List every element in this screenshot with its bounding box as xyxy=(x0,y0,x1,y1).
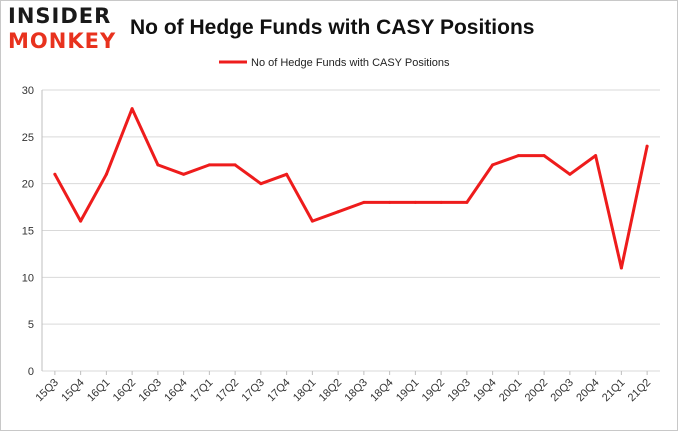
x-tick-label: 21Q1 xyxy=(600,377,628,405)
chart-title: No of Hedge Funds with CASY Positions xyxy=(130,16,535,39)
series-line xyxy=(53,107,649,270)
data-point xyxy=(156,163,160,167)
data-point xyxy=(285,172,289,176)
x-tick-label: 19Q2 xyxy=(420,377,448,405)
x-tick-label: 16Q4 xyxy=(162,377,190,405)
y-tick-label: 20 xyxy=(22,179,34,191)
data-point xyxy=(645,144,649,148)
data-point xyxy=(336,210,340,214)
x-tick-label: 19Q3 xyxy=(445,377,473,405)
x-tick-label: 15Q4 xyxy=(59,377,87,405)
data-point xyxy=(259,182,263,186)
x-tick-label: 18Q1 xyxy=(291,377,319,405)
x-tick-label: 20Q3 xyxy=(548,377,576,405)
legend: No of Hedge Funds with CASY Positions xyxy=(219,57,450,69)
x-tick-label: 15Q3 xyxy=(33,377,61,405)
x-tick-label: 17Q2 xyxy=(214,377,242,405)
x-tick-label: 16Q3 xyxy=(136,377,164,405)
x-tick-label: 17Q3 xyxy=(239,377,267,405)
legend-label: No of Hedge Funds with CASY Positions xyxy=(251,57,450,69)
data-point xyxy=(465,200,469,204)
y-tick-label: 15 xyxy=(22,226,34,238)
data-point xyxy=(79,219,83,223)
data-point xyxy=(362,200,366,204)
data-point xyxy=(388,200,392,204)
logo-line-1: INSIDER xyxy=(8,4,112,28)
x-tick-label: 19Q1 xyxy=(394,377,422,405)
insider-monkey-logo: INSIDER MONKEY xyxy=(8,6,116,52)
y-tick-label: 0 xyxy=(28,366,34,378)
x-tick-label: 18Q3 xyxy=(342,377,370,405)
series-layer xyxy=(53,107,649,270)
x-tick-label: 20Q4 xyxy=(574,377,602,405)
x-tick-label: 16Q1 xyxy=(85,377,113,405)
x-tick-label: 16Q2 xyxy=(111,377,139,405)
x-tick-label: 18Q4 xyxy=(368,377,396,405)
data-point xyxy=(542,154,546,158)
x-tick-label: 21Q2 xyxy=(626,377,654,405)
data-point xyxy=(568,172,572,176)
data-point xyxy=(182,172,186,176)
x-tick-label: 20Q2 xyxy=(523,377,551,405)
data-point xyxy=(130,107,134,111)
data-point xyxy=(104,172,108,176)
data-point xyxy=(53,172,57,176)
data-point xyxy=(233,163,237,167)
data-point xyxy=(310,219,314,223)
x-axis-ticks: 15Q315Q416Q116Q216Q316Q417Q117Q217Q317Q4… xyxy=(33,371,653,404)
y-tick-label: 5 xyxy=(28,319,34,331)
x-tick-label: 20Q1 xyxy=(497,377,525,405)
x-tick-label: 17Q1 xyxy=(188,377,216,405)
grid-lines xyxy=(41,89,660,372)
y-tick-label: 10 xyxy=(22,272,34,284)
data-point xyxy=(413,200,417,204)
data-point xyxy=(491,163,495,167)
logo-line-2: MONKEY xyxy=(8,29,117,53)
x-tick-label: 17Q4 xyxy=(265,377,293,405)
data-point xyxy=(594,154,598,158)
data-point xyxy=(207,163,211,167)
data-point xyxy=(619,266,623,270)
x-tick-label: 19Q4 xyxy=(471,377,499,405)
y-tick-label: 25 xyxy=(22,132,34,144)
y-tick-label: 30 xyxy=(22,85,34,97)
x-tick-label: 18Q2 xyxy=(317,377,345,405)
y-axis-ticks: 0 5 10 15 20 25 30 xyxy=(22,85,34,378)
data-point xyxy=(516,154,520,158)
data-point xyxy=(439,200,443,204)
